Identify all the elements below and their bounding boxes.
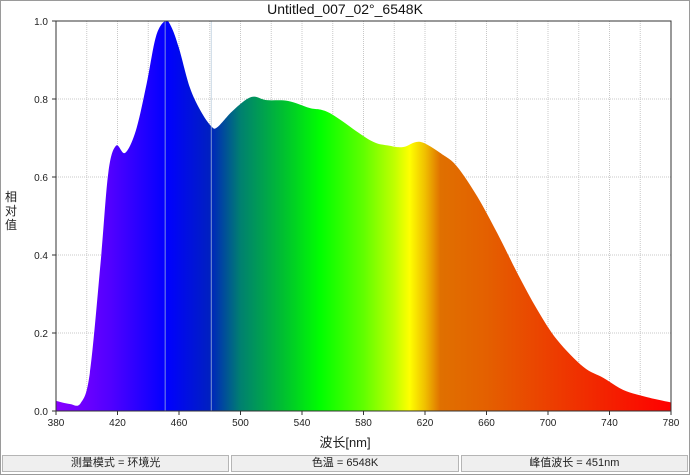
status-color-temperature: 色温 = 6548K [231,455,459,472]
x-tick-label: 540 [294,418,311,429]
y-tick-label: 0.0 [34,407,48,418]
spectrum-area [56,20,671,412]
x-tick-label: 380 [48,418,65,429]
x-tick-label: 660 [478,418,495,429]
y-tick-label: 0.4 [34,251,48,262]
y-tick-label: 0.6 [34,173,48,184]
x-tick-label: 500 [232,418,249,429]
axes: 380 420 460 500 540 580 620 660 700 740 780 0.0 0.2 0… [34,17,680,429]
x-tick-label: 620 [417,418,434,429]
x-tick-label: 780 [663,418,680,429]
chart-title: Untitled_007_02°_6548K [267,1,423,17]
status-peak-wavelength: 峰值波长 = 451nm [460,455,688,472]
peak-markers [164,21,212,411]
x-tick-label: 580 [355,418,372,429]
x-tick-label: 740 [601,418,618,429]
x-tick-label: 700 [540,418,557,429]
x-axis-label: 波长[nm] [319,435,371,450]
y-tick-label: 0.2 [34,329,48,340]
x-tick-label: 460 [171,418,188,429]
y-tick-label: 0.8 [34,95,48,106]
y-axis-label: 相对值 [4,190,17,232]
x-tick-label: 420 [109,418,126,429]
status-bar: 测量模式 = 环境光 色温 = 6548K 峰值波长 = 451nm [2,455,688,472]
status-measure-mode: 测量模式 = 环境光 [2,455,230,472]
y-tick-label: 1.0 [34,17,48,28]
